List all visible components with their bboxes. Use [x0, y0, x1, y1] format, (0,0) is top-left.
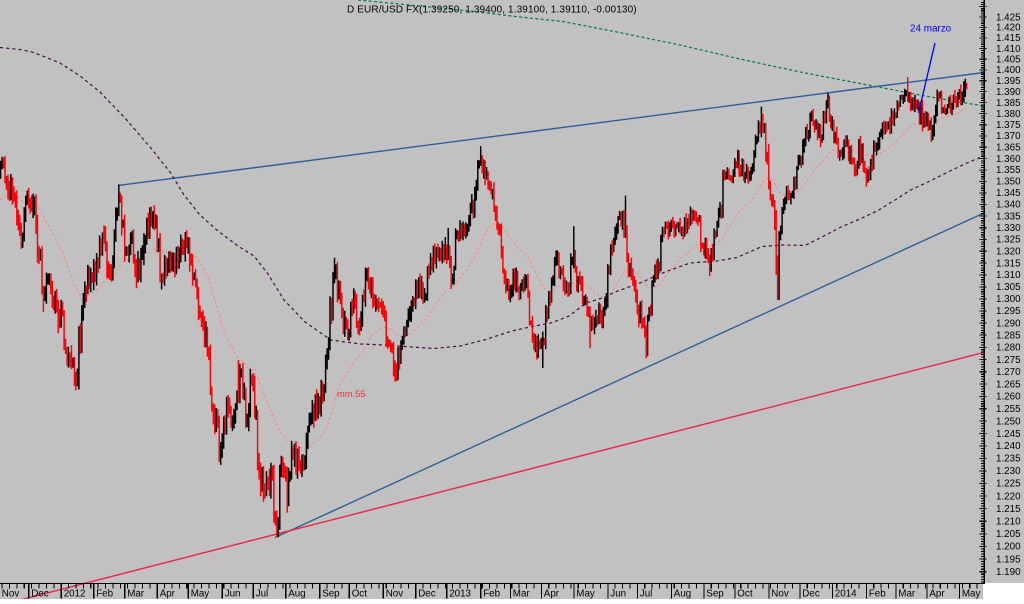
svg-text:1.250: 1.250: [996, 416, 1021, 427]
svg-text:1.310: 1.310: [996, 270, 1021, 281]
svg-text:Apr: Apr: [544, 589, 560, 600]
svg-text:24 marzo: 24 marzo: [910, 24, 952, 35]
svg-text:1.255: 1.255: [996, 404, 1021, 415]
svg-text:Sep: Sep: [322, 589, 340, 600]
svg-text:1.305: 1.305: [996, 282, 1021, 293]
svg-text:1.320: 1.320: [996, 247, 1021, 258]
svg-text:1.400: 1.400: [996, 65, 1021, 76]
svg-text:1.425: 1.425: [996, 12, 1021, 23]
svg-text:Dec: Dec: [418, 589, 436, 600]
svg-text:1.215: 1.215: [996, 504, 1021, 515]
svg-text:1.195: 1.195: [996, 554, 1021, 565]
svg-text:2014: 2014: [835, 589, 857, 600]
svg-text:Feb: Feb: [96, 589, 113, 600]
svg-text:1.405: 1.405: [996, 55, 1021, 66]
svg-text:1.220: 1.220: [996, 491, 1021, 502]
svg-text:mm.55: mm.55: [337, 389, 365, 399]
svg-text:1.245: 1.245: [996, 429, 1021, 440]
svg-text:Oct: Oct: [352, 589, 368, 600]
svg-text:2012: 2012: [64, 589, 86, 600]
svg-text:1.345: 1.345: [996, 188, 1021, 199]
svg-text:Nov: Nov: [2, 589, 20, 600]
svg-text:1.340: 1.340: [996, 200, 1021, 211]
svg-text:Feb: Feb: [483, 589, 500, 600]
svg-text:1.360: 1.360: [996, 154, 1021, 165]
svg-text:May: May: [962, 589, 981, 600]
svg-text:Nov: Nov: [386, 589, 404, 600]
svg-text:Dec: Dec: [31, 589, 49, 600]
svg-text:1.265: 1.265: [996, 379, 1021, 390]
svg-text:1.420: 1.420: [996, 23, 1021, 34]
svg-text:Jun: Jun: [225, 589, 241, 600]
svg-text:Aug: Aug: [288, 589, 305, 600]
svg-text:Mar: Mar: [898, 589, 916, 600]
svg-text:Apr: Apr: [929, 589, 945, 600]
svg-text:May: May: [576, 589, 595, 600]
svg-text:1.225: 1.225: [996, 479, 1021, 490]
svg-text:1.410: 1.410: [996, 44, 1021, 55]
svg-text:Apr: Apr: [160, 589, 176, 600]
svg-text:1.300: 1.300: [996, 294, 1021, 305]
svg-text:1.415: 1.415: [996, 33, 1021, 44]
svg-text:Aug: Aug: [674, 589, 691, 600]
svg-text:1.395: 1.395: [996, 76, 1021, 87]
svg-text:1.275: 1.275: [996, 355, 1021, 366]
svg-text:1.370: 1.370: [996, 131, 1021, 142]
svg-text:Jul: Jul: [640, 589, 653, 600]
svg-text:1.210: 1.210: [996, 517, 1021, 528]
svg-text:1.375: 1.375: [996, 120, 1021, 131]
svg-text:1.205: 1.205: [996, 529, 1021, 540]
svg-text:Mar: Mar: [127, 589, 145, 600]
svg-text:1.330: 1.330: [996, 223, 1021, 234]
svg-text:D EUR/USD FX(1.39250, 1.39400,: D EUR/USD FX(1.39250, 1.39400, 1.39100, …: [347, 5, 637, 16]
svg-text:1.240: 1.240: [996, 441, 1021, 452]
svg-text:2013: 2013: [449, 589, 471, 600]
svg-text:1.350: 1.350: [996, 177, 1021, 188]
svg-text:1.365: 1.365: [996, 143, 1021, 154]
svg-text:Jun: Jun: [610, 589, 626, 600]
svg-text:Feb: Feb: [869, 589, 886, 600]
svg-text:1.390: 1.390: [996, 87, 1021, 98]
svg-text:Dec: Dec: [802, 589, 820, 600]
svg-text:1.380: 1.380: [996, 109, 1021, 120]
svg-text:1.200: 1.200: [996, 542, 1021, 553]
svg-text:1.385: 1.385: [996, 98, 1021, 109]
svg-text:Sep: Sep: [706, 589, 724, 600]
svg-text:1.260: 1.260: [996, 392, 1021, 403]
svg-text:1.285: 1.285: [996, 330, 1021, 341]
svg-text:1.335: 1.335: [996, 211, 1021, 222]
svg-text:1.190: 1.190: [996, 567, 1021, 578]
svg-text:1.230: 1.230: [996, 466, 1021, 477]
svg-text:Mar: Mar: [513, 589, 531, 600]
svg-text:1.295: 1.295: [996, 306, 1021, 317]
svg-text:1.355: 1.355: [996, 165, 1021, 176]
svg-text:1.325: 1.325: [996, 235, 1021, 246]
svg-text:1.235: 1.235: [996, 454, 1021, 465]
svg-text:1.280: 1.280: [996, 343, 1021, 354]
svg-text:Oct: Oct: [737, 589, 753, 600]
svg-text:1.315: 1.315: [996, 258, 1021, 269]
svg-text:Jul: Jul: [256, 589, 269, 600]
svg-text:May: May: [191, 589, 210, 600]
svg-text:Nov: Nov: [771, 589, 789, 600]
svg-text:1.290: 1.290: [996, 318, 1021, 329]
svg-text:1.270: 1.270: [996, 367, 1021, 378]
